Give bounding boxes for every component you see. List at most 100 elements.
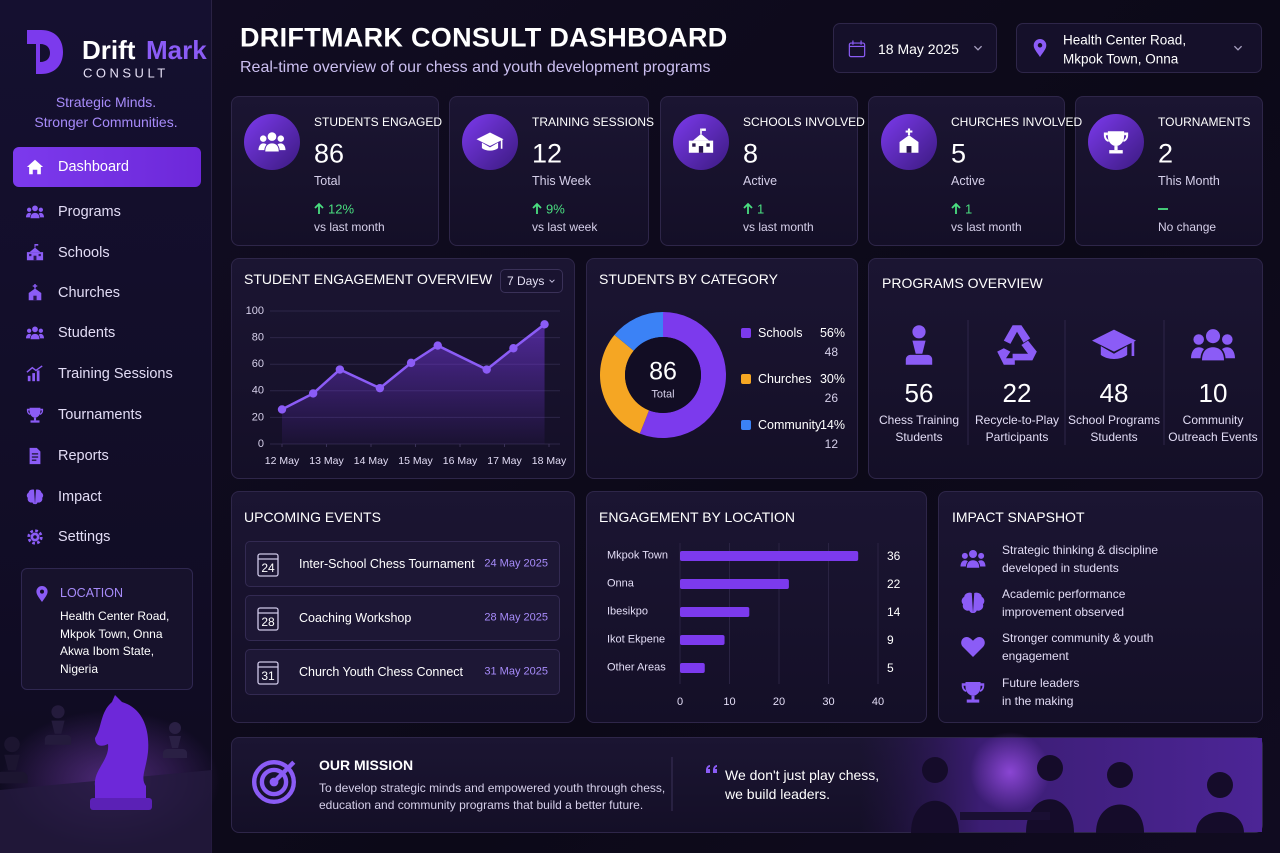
nav-item[interactable] — [13, 147, 201, 187]
icon — [905, 325, 933, 365]
icon-part — [960, 560, 968, 567]
page-subtitle: Real-time overview of our chess and yout… — [240, 59, 711, 76]
icon-part — [30, 212, 40, 219]
icon — [26, 489, 44, 505]
mission-quote: We don't just play chess, — [725, 767, 880, 783]
nav-label[interactable]: Schools — [58, 244, 110, 261]
icon-part — [29, 253, 32, 257]
legend-count: 26 — [824, 391, 838, 405]
icon-part — [28, 288, 42, 301]
line-point — [308, 389, 318, 398]
silhouette-head — [922, 757, 948, 783]
icon — [1233, 45, 1243, 51]
kpi-label: STUDENTS ENGAGED — [314, 115, 443, 129]
icon-part — [31, 456, 39, 458]
icon-part — [500, 139, 503, 149]
nav-label[interactable]: Tournaments — [58, 406, 142, 423]
card-title: PROGRAMS OVERVIEW — [882, 275, 1043, 291]
icon-part — [481, 142, 499, 151]
icon — [549, 279, 555, 283]
x-tick-label: 15 May — [398, 455, 433, 467]
kpi-compare: vs last month — [951, 220, 1022, 234]
date-picker[interactable] — [833, 23, 997, 73]
x-tick-label: 18 May — [532, 455, 567, 467]
icon-part — [1222, 347, 1235, 359]
icon-part — [912, 325, 926, 339]
range-select[interactable] — [500, 269, 563, 293]
icon-part — [978, 552, 985, 559]
y-tick-label: 20 — [252, 411, 264, 423]
nav-label[interactable]: Programs — [58, 203, 121, 220]
nav-label[interactable]: Dashboard — [58, 158, 129, 175]
icon-part — [33, 417, 37, 421]
icon-part — [51, 705, 65, 719]
icon-part — [961, 552, 968, 559]
calendar-icon — [257, 661, 279, 685]
program-value: 10 — [1198, 378, 1228, 408]
date-text[interactable]: 18 May 2025 — [878, 41, 959, 57]
icon-part — [27, 529, 43, 545]
x-tick-label: 12 May — [265, 455, 300, 467]
icon-part — [267, 132, 277, 141]
location-line: Nigeria — [60, 661, 99, 676]
donut-slice — [639, 312, 727, 439]
icon-part — [1100, 346, 1128, 360]
nav-label[interactable]: Training Sessions — [58, 365, 173, 382]
icon-part — [26, 408, 31, 415]
program-label: Students — [1090, 430, 1138, 444]
icon-part — [1202, 347, 1224, 361]
icon-part — [163, 749, 187, 758]
kpi-icon-bg — [244, 114, 300, 170]
icon-part — [35, 489, 44, 505]
kpi-value: 5 — [951, 138, 967, 169]
icon-part — [51, 720, 65, 734]
kpi-change: 9% — [546, 201, 565, 217]
event-row[interactable] — [245, 649, 560, 695]
location-title: LOCATION — [60, 585, 123, 600]
icon — [997, 325, 1037, 365]
icon-part — [912, 340, 926, 354]
icon-part — [966, 560, 980, 568]
icon — [476, 132, 504, 151]
location-line: Akwa Ibom State, — [60, 644, 155, 658]
icon-part — [27, 375, 31, 382]
card-title: UPCOMING EVENTS — [244, 509, 381, 525]
icon-part — [0, 771, 28, 784]
bar-label: Ikot Ekpene — [607, 633, 666, 646]
icon — [26, 205, 44, 219]
nav-label[interactable]: Impact — [58, 488, 102, 505]
location-text[interactable]: Mkpok Town, Onna — [1063, 51, 1179, 67]
icon-part — [700, 128, 702, 134]
bar — [680, 579, 789, 589]
nav-label[interactable]: Settings — [58, 528, 111, 545]
kpi-value: 12 — [532, 138, 563, 169]
line-point — [335, 365, 345, 374]
nav-label[interactable]: Churches — [58, 284, 121, 301]
icon-part — [251, 759, 297, 805]
range-label[interactable]: 7 Days — [507, 274, 545, 288]
kpi-change: 1 — [757, 201, 765, 217]
impact-text: in the making — [1002, 693, 1074, 708]
silhouette-body — [911, 800, 959, 833]
y-tick-label: 80 — [252, 332, 264, 344]
location-picker[interactable] — [1016, 23, 1262, 73]
event-row[interactable] — [245, 541, 560, 587]
location-text[interactable]: Health Center Road, — [1063, 32, 1187, 48]
icon-part — [40, 589, 44, 594]
nav-label[interactable]: Reports — [58, 447, 109, 464]
icon — [688, 128, 714, 153]
nav-label[interactable]: Students — [58, 324, 116, 341]
event-name[interactable]: Church Youth Chess Connect — [299, 664, 463, 679]
icon-part — [1191, 347, 1204, 359]
event-row[interactable] — [245, 595, 560, 641]
icon-part — [38, 253, 41, 257]
y-tick-label: 0 — [258, 438, 264, 450]
x-tick-label: 10 — [723, 696, 735, 708]
event-name[interactable]: Coaching Workshop — [299, 610, 412, 625]
bar — [680, 635, 725, 645]
event-name[interactable]: Inter-School Chess Tournament — [299, 556, 475, 571]
icon-part — [26, 489, 35, 505]
icon-part — [32, 285, 38, 287]
calendar-icon — [257, 607, 279, 631]
